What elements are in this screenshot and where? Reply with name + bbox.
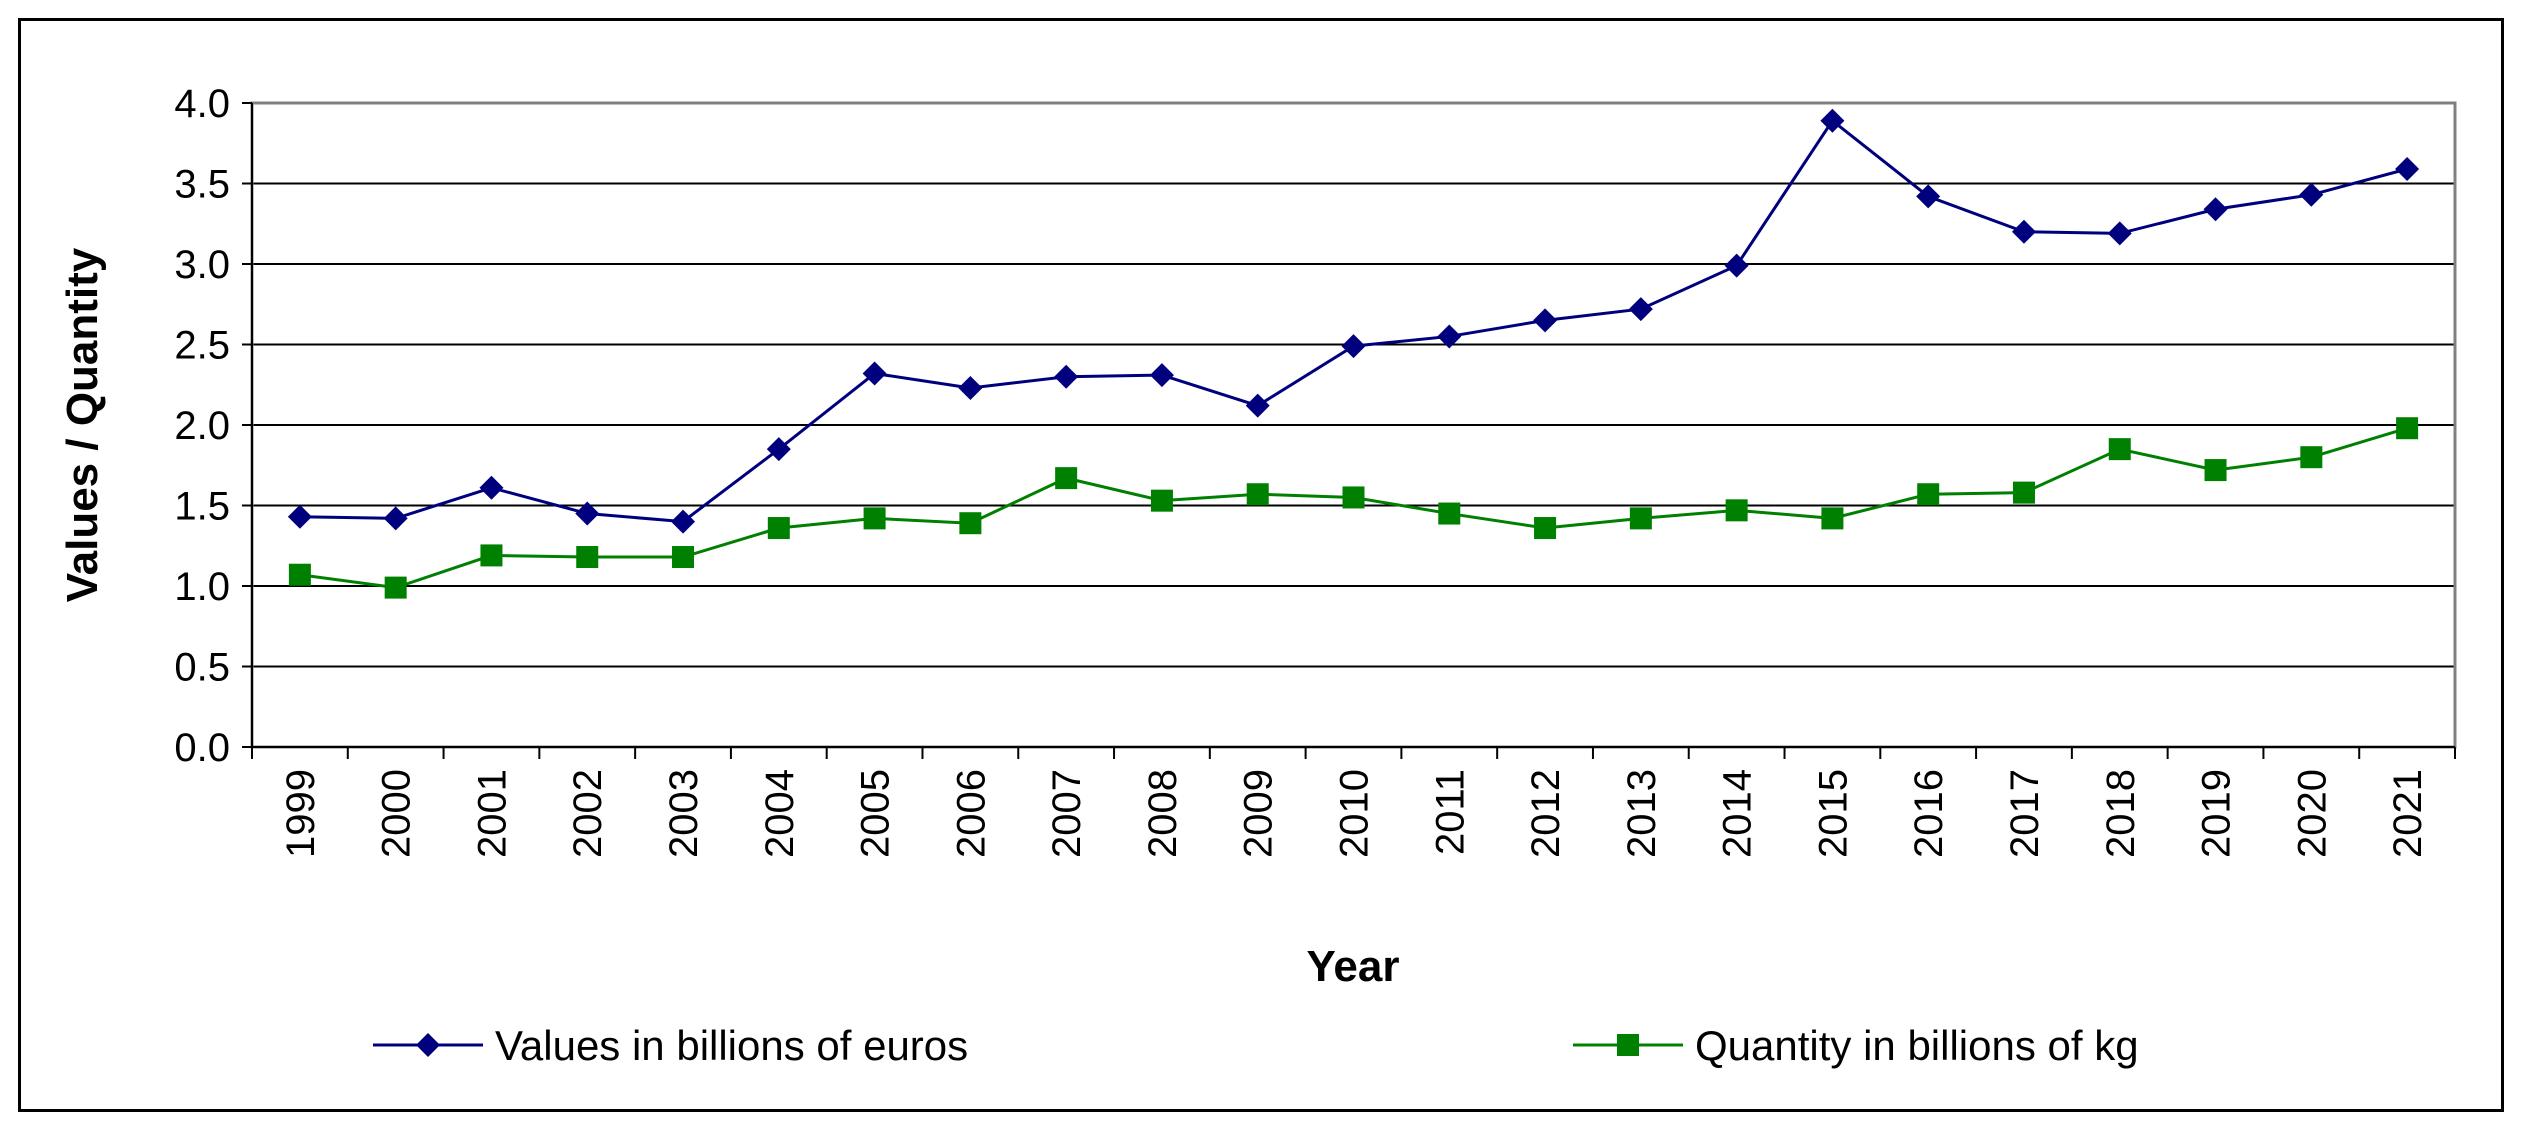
data-point-values: [287, 504, 312, 529]
y-axis-title: Values / Quantity: [58, 247, 107, 602]
data-point-values: [2299, 182, 2324, 207]
x-tick-label: 2012: [1524, 769, 1568, 858]
data-point-values: [1628, 297, 1653, 322]
x-tick-label: 2021: [2386, 769, 2430, 858]
data-point-quantity: [863, 507, 886, 530]
x-tick-label: 2008: [1141, 769, 1185, 858]
y-tick-label: 3.0: [174, 243, 230, 287]
x-tick-label: 2000: [375, 769, 419, 858]
x-tick-label: 2006: [949, 769, 993, 858]
data-point-quantity: [672, 546, 695, 569]
data-point-values: [383, 506, 408, 531]
data-point-values: [1820, 108, 1845, 133]
data-point-quantity: [2396, 417, 2419, 440]
x-tick-label: 2018: [2099, 769, 2143, 858]
data-point-quantity: [1917, 483, 1940, 506]
legend: Values in billions of euros Quantity in …: [373, 1022, 2139, 1069]
y-tick-label: 0.0: [174, 726, 230, 770]
y-tick-label: 2.5: [174, 324, 230, 368]
series-layer: [287, 108, 2420, 599]
data-point-values: [2395, 157, 2420, 182]
data-point-values: [1245, 393, 1270, 418]
data-point-quantity: [1342, 486, 1365, 509]
data-point-values: [1149, 363, 1174, 388]
data-point-quantity: [384, 576, 407, 599]
x-tick-label: 2002: [566, 769, 610, 858]
x-tick-label: 2004: [758, 769, 802, 858]
x-tick-label: 2016: [1907, 769, 1951, 858]
x-tick-label: 2005: [854, 769, 898, 858]
data-point-quantity: [1246, 483, 1269, 506]
data-point-quantity: [2012, 481, 2035, 504]
axis-layer: 0.0 0.5 1.0 1.5 2.0 2.5 3.0 3.5 4.0 1999 2000 2001 2…: [174, 82, 2456, 858]
data-point-quantity: [1534, 517, 1557, 540]
y-tick-label: 3.5: [174, 163, 230, 207]
x-tick-label: 2013: [1620, 769, 1664, 858]
data-point-quantity: [576, 546, 599, 569]
x-tick-label: 2011: [1428, 769, 1472, 855]
data-point-values: [2011, 219, 2036, 244]
data-point-quantity: [959, 512, 982, 535]
chart-frame: 0.0 0.5 1.0 1.5 2.0 2.5 3.0 3.5 4.0 1999 2000 2001 2…: [18, 18, 2504, 1112]
data-point-values: [479, 475, 504, 500]
x-tick-label: 1999: [279, 769, 323, 858]
data-point-values: [1916, 184, 1941, 209]
data-point-quantity: [288, 563, 311, 586]
data-point-values: [1437, 324, 1462, 349]
legend-label-quantity: Quantity in billions of kg: [1695, 1022, 2139, 1069]
data-point-values: [958, 375, 983, 400]
data-point-values: [671, 509, 696, 534]
data-point-quantity: [1629, 507, 1652, 530]
data-point-values: [1724, 253, 1749, 278]
data-point-quantity: [1150, 489, 1173, 512]
x-tick-label: 2019: [2195, 769, 2239, 858]
x-tick-label: 2014: [1716, 769, 1760, 858]
x-tick-label: 2010: [1333, 769, 1377, 858]
legend-item-values: Values in billions of euros: [373, 1022, 968, 1069]
data-point-values: [575, 501, 600, 526]
x-tick-label: 2017: [2003, 769, 2047, 858]
legend-item-quantity: Quantity in billions of kg: [1573, 1022, 2139, 1069]
x-tick-label: 2007: [1045, 769, 1089, 858]
y-tick-label: 1.0: [174, 565, 230, 609]
x-tick-label: 2015: [1811, 769, 1855, 858]
data-point-values: [766, 437, 791, 462]
x-tick-label: 2003: [662, 769, 706, 858]
data-point-quantity: [2204, 459, 2227, 482]
legend-marker-quantity: [1617, 1034, 1639, 1056]
data-point-values: [2107, 221, 2132, 246]
x-axis-title: Year: [1307, 942, 1400, 991]
x-tick-label: 2020: [2290, 769, 2334, 858]
data-point-values: [1054, 364, 1079, 389]
y-tick-label: 0.5: [174, 646, 230, 690]
data-point-values: [1533, 308, 1558, 333]
data-point-quantity: [2300, 446, 2323, 469]
data-point-values: [1341, 334, 1366, 359]
grid-layer: [252, 182, 2455, 668]
x-tick-label: 2001: [470, 769, 514, 858]
data-point-quantity: [480, 544, 503, 567]
data-point-quantity: [1725, 499, 1748, 522]
data-point-quantity: [767, 517, 790, 540]
y-tick-label: 4.0: [174, 82, 230, 126]
x-tick-label: 2009: [1237, 769, 1281, 858]
legend-label-values: Values in billions of euros: [495, 1022, 968, 1069]
data-point-values: [862, 361, 887, 386]
data-point-quantity: [1821, 507, 1844, 530]
data-point-quantity: [1438, 502, 1461, 525]
data-point-quantity: [1055, 467, 1078, 490]
data-point-values: [2203, 197, 2228, 222]
y-tick-label: 1.5: [174, 485, 230, 529]
legend-marker-values: [416, 1033, 440, 1057]
line-chart: 0.0 0.5 1.0 1.5 2.0 2.5 3.0 3.5 4.0 1999 2000 2001 2…: [58, 82, 2457, 1069]
y-tick-label: 2.0: [174, 404, 230, 448]
data-point-quantity: [2108, 438, 2131, 461]
